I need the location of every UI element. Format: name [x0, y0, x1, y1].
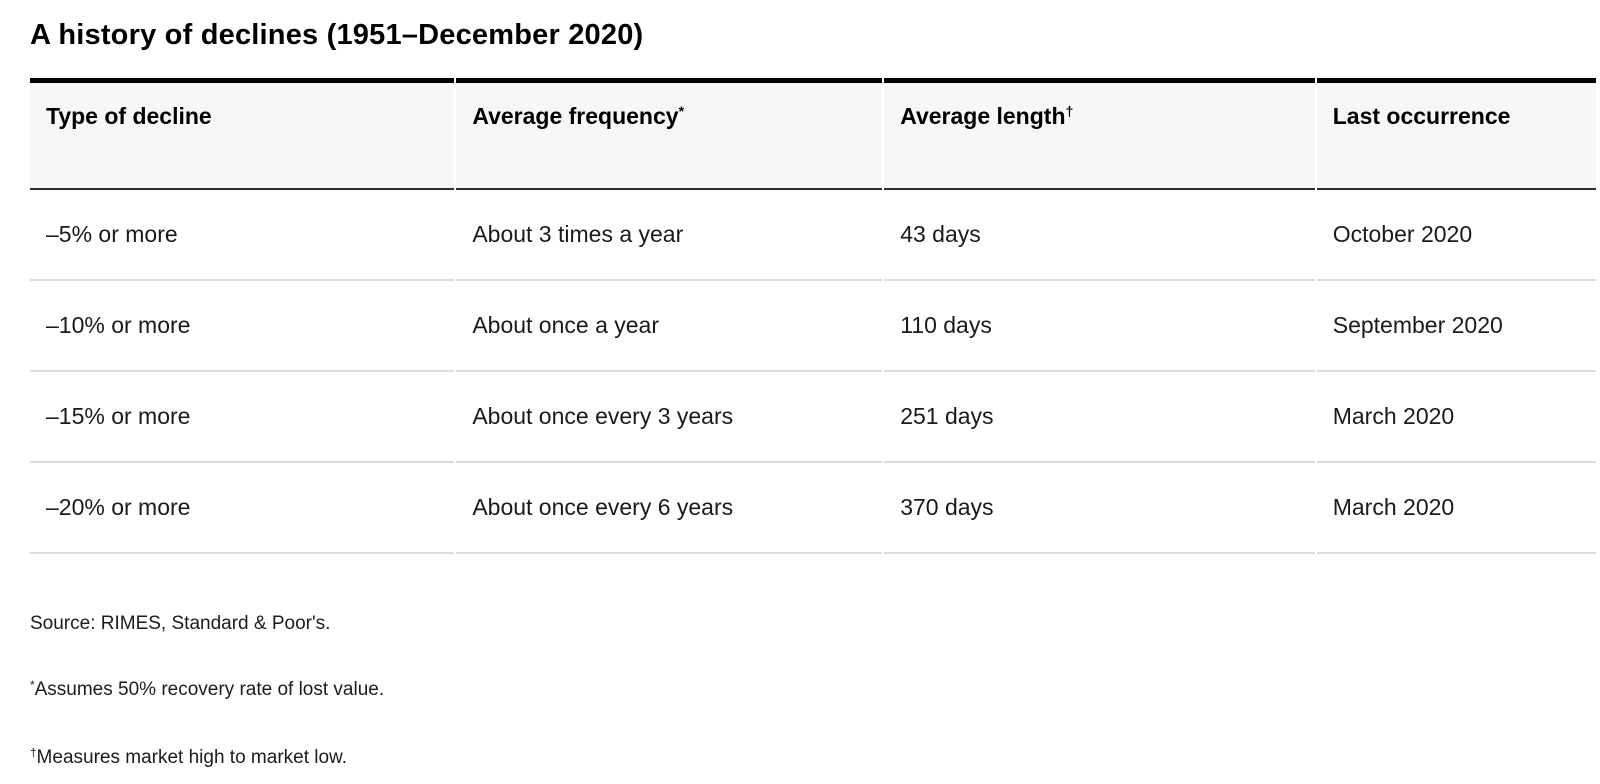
dagger-footnote-text: Measures market high to market low. — [36, 747, 348, 768]
page-title: A history of declines (1951–December 202… — [30, 19, 644, 51]
column-header-label: Last occurrence — [1332, 103, 1511, 129]
cell-average-length: 43 days — [884, 190, 1315, 281]
cell-average-length: 110 days — [884, 281, 1315, 372]
cell-average-frequency: About 3 times a year — [456, 190, 883, 281]
declines-table: Type of decline Average frequency* Avera… — [28, 78, 1598, 554]
cell-decline-type: –5% or more — [30, 190, 455, 281]
source-note: Source: RIMES, Standard & Poor's. — [30, 613, 331, 634]
cell-average-length: 370 days — [884, 463, 1315, 554]
asterisk-footnote-text: Assumes 50% recovery rate of lost value. — [34, 679, 385, 700]
cell-decline-type: –15% or more — [30, 372, 455, 463]
cell-average-frequency: About once every 6 years — [456, 463, 883, 554]
table-header-row: Type of decline Average frequency* Avera… — [30, 78, 1596, 190]
asterisk-superscript: * — [30, 678, 35, 692]
dagger-footnote: †Measures market high to market low. — [30, 746, 1600, 772]
table-row: –10% or more About once a year 110 days … — [30, 281, 1596, 372]
table-row: –5% or more About 3 times a year 43 days… — [30, 190, 1596, 281]
cell-last-occurrence: October 2020 — [1316, 190, 1596, 281]
cell-average-frequency: About once every 3 years — [456, 372, 883, 463]
column-header-type-of-decline: Type of decline — [30, 78, 455, 190]
cell-last-occurrence: March 2020 — [1316, 463, 1596, 554]
cell-last-occurrence: March 2020 — [1316, 372, 1596, 463]
column-header-label: Average frequency — [472, 103, 679, 129]
footnotes-section: Source: RIMES, Standard & Poor's. *Assum… — [30, 612, 1600, 772]
column-header-average-frequency: Average frequency* — [456, 78, 883, 190]
cell-decline-type: –10% or more — [30, 281, 455, 372]
asterisk-footnote: *Assumes 50% recovery rate of lost value… — [30, 678, 1600, 704]
column-header-label: Average length — [900, 103, 1066, 129]
asterisk-superscript: * — [678, 104, 685, 121]
table-header: Type of decline Average frequency* Avera… — [30, 78, 1596, 190]
dagger-superscript: † — [30, 746, 37, 760]
table-row: –20% or more About once every 6 years 37… — [30, 463, 1596, 554]
table-row: –15% or more About once every 3 years 25… — [30, 372, 1596, 463]
cell-last-occurrence: September 2020 — [1316, 281, 1596, 372]
table-body: –5% or more About 3 times a year 43 days… — [30, 190, 1596, 554]
column-header-average-length: Average length† — [884, 78, 1315, 190]
column-header-last-occurrence: Last occurrence — [1316, 78, 1596, 190]
dagger-superscript: † — [1065, 104, 1074, 121]
cell-decline-type: –20% or more — [30, 463, 455, 554]
cell-average-length: 251 days — [884, 372, 1315, 463]
column-header-label: Type of decline — [46, 103, 212, 129]
cell-average-frequency: About once a year — [456, 281, 883, 372]
